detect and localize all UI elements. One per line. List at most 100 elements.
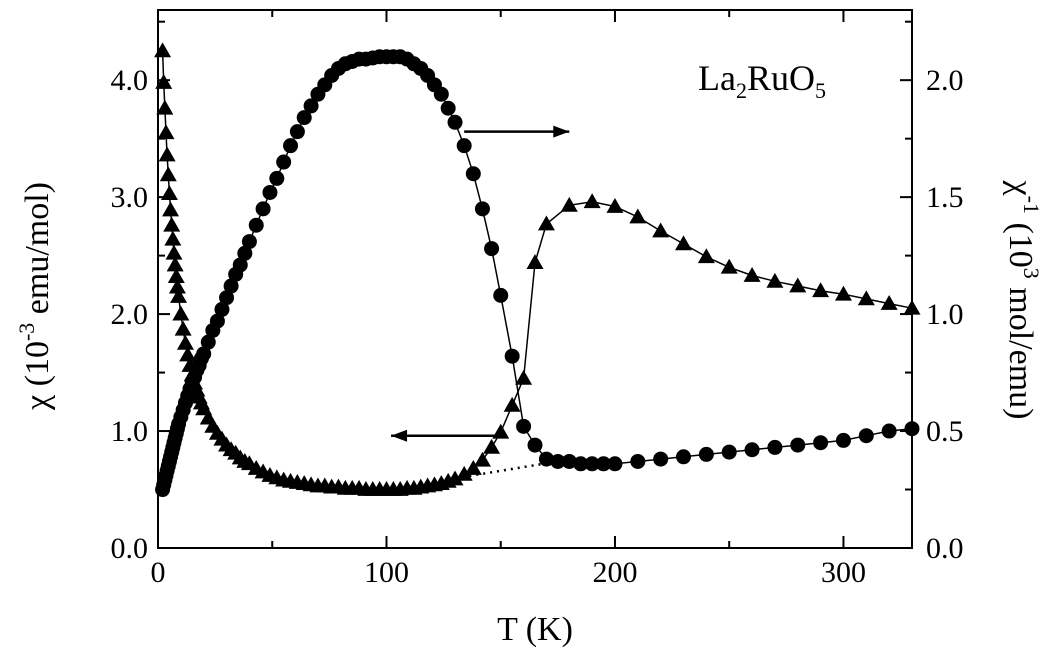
y-left-label-post: emu/mol) bbox=[19, 182, 56, 323]
y-right-label-pre: χ bbox=[1002, 180, 1039, 196]
triangle-data-point bbox=[455, 465, 473, 481]
circle-data-point bbox=[219, 290, 235, 306]
y-right-tick-label: 2.0 bbox=[926, 64, 964, 97]
triangle-data-point bbox=[162, 201, 180, 217]
x-tick-label: 100 bbox=[364, 556, 409, 589]
circle-data-point bbox=[630, 453, 646, 469]
circle-series-line bbox=[161, 56, 913, 490]
y-right-tick-label: 1.0 bbox=[926, 298, 964, 331]
x-tick-label: 200 bbox=[592, 556, 637, 589]
circle-data-point bbox=[676, 449, 692, 465]
y-right-label-mid: (10 bbox=[1002, 214, 1039, 268]
triangle-data-point bbox=[537, 215, 555, 231]
circle-data-point bbox=[561, 453, 577, 469]
circle-data-point bbox=[584, 456, 600, 472]
triangle-data-point bbox=[163, 216, 181, 232]
triangle-data-point bbox=[158, 146, 176, 162]
triangle-data-point bbox=[154, 42, 172, 58]
triangle-data-point bbox=[812, 282, 830, 298]
circle-data-point bbox=[223, 278, 239, 294]
y-left-tick-label: 4.0 bbox=[111, 64, 149, 97]
circle-data-point bbox=[248, 217, 264, 233]
y-left-label-pre: χ (10 bbox=[19, 341, 56, 411]
triangle-data-point bbox=[652, 222, 670, 238]
circle-data-point bbox=[607, 456, 623, 472]
y-left-tick-label: 0.0 bbox=[111, 532, 149, 565]
triangle-data-point bbox=[720, 258, 738, 274]
circle-data-point bbox=[269, 170, 285, 186]
triangle-data-point bbox=[166, 256, 184, 272]
series-lines bbox=[161, 50, 913, 491]
circle-data-point bbox=[904, 421, 920, 437]
y-right-tick-label: 0.0 bbox=[926, 532, 964, 565]
triangle-data-point bbox=[526, 254, 544, 270]
circle-data-point bbox=[790, 437, 806, 453]
circle-data-point bbox=[484, 241, 500, 257]
circle-data-point bbox=[835, 432, 851, 448]
compound-sub-1: 2 bbox=[736, 78, 747, 103]
triangle-data-point bbox=[170, 288, 188, 303]
circle-data-point bbox=[276, 154, 292, 170]
arrow-head bbox=[391, 429, 408, 442]
x-tick-label: 0 bbox=[151, 556, 166, 589]
x-axis-label: T (K) bbox=[497, 611, 573, 648]
annotations bbox=[386, 125, 570, 491]
plot-border bbox=[157, 9, 913, 549]
circle-data-point bbox=[516, 418, 532, 434]
circle-data-point bbox=[440, 100, 456, 116]
dotted-baseline bbox=[386, 460, 559, 491]
triangle-data-point bbox=[473, 451, 491, 467]
triangle-data-point bbox=[446, 470, 464, 486]
triangle-series-line bbox=[161, 50, 913, 491]
triangle-data-point bbox=[167, 268, 185, 284]
circle-data-point bbox=[813, 435, 829, 451]
triangle-data-point bbox=[903, 299, 921, 315]
circle-data-point bbox=[698, 446, 714, 462]
triangle-data-point bbox=[503, 396, 521, 412]
circle-data-point bbox=[858, 428, 874, 444]
triangle-data-point bbox=[172, 305, 190, 321]
triangle-data-point bbox=[464, 459, 482, 475]
circle-data-point bbox=[232, 257, 248, 273]
circle-data-point bbox=[447, 114, 463, 130]
triangle-data-point bbox=[880, 295, 898, 310]
triangle-data-point bbox=[165, 244, 183, 260]
y-right-label-post: mol/emu) bbox=[1002, 279, 1039, 420]
triangle-data-point bbox=[675, 235, 693, 251]
circle-data-point bbox=[283, 138, 299, 154]
y-right-label-sup1: -1 bbox=[1019, 196, 1044, 214]
triangle-data-point bbox=[174, 320, 192, 336]
y-right-tick-label: 1.5 bbox=[926, 181, 964, 214]
triangle-data-point bbox=[697, 248, 715, 264]
circle-data-point bbox=[653, 451, 669, 467]
triangle-data-point bbox=[789, 277, 807, 293]
circle-data-point bbox=[296, 110, 312, 126]
circle-data-point bbox=[209, 313, 225, 329]
triangle-data-point bbox=[159, 166, 177, 182]
triangle-data-point bbox=[515, 369, 533, 385]
triangle-data-point bbox=[160, 185, 178, 200]
compound-part-2: RuO bbox=[747, 58, 815, 98]
x-tick-label: 300 bbox=[821, 556, 866, 589]
triangle-data-point bbox=[560, 196, 578, 212]
circle-data-point bbox=[456, 138, 472, 154]
circle-data-point bbox=[196, 346, 212, 362]
circle-data-point bbox=[433, 86, 449, 102]
triangle-data-point bbox=[743, 266, 761, 282]
triangle-data-point bbox=[168, 278, 186, 294]
triangle-data-point bbox=[583, 193, 601, 209]
arrow-head bbox=[553, 125, 570, 138]
circle-data-point bbox=[744, 442, 760, 458]
y-axis-label-left: χ (10-3 emu/mol) bbox=[14, 182, 56, 411]
circle-data-point bbox=[303, 98, 319, 114]
y-left-tick-label: 2.0 bbox=[111, 298, 149, 331]
circle-data-point bbox=[474, 201, 490, 217]
circle-data-point bbox=[241, 234, 257, 250]
triangle-data-point bbox=[857, 290, 875, 306]
triangle-data-point bbox=[629, 208, 647, 224]
tick-labels: 0 100 200 300 0.0 1.0 2.0 3.0 4.0 0.0 0.5 1.0 1.5 2.0 bbox=[111, 64, 964, 589]
triangle-data-point bbox=[176, 334, 194, 350]
y-right-label-sup2: 3 bbox=[1019, 268, 1044, 279]
series-markers bbox=[154, 42, 921, 498]
